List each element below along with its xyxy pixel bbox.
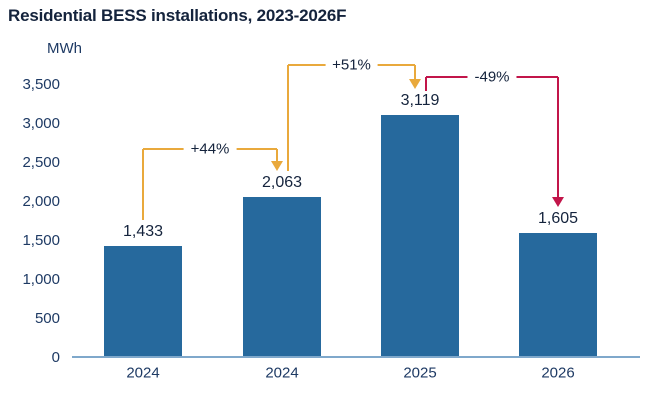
x-tick-label: 2025: [403, 364, 437, 382]
bar: [381, 114, 459, 356]
annotation-label: +51%: [325, 56, 378, 74]
annotation-origin-leg: [425, 77, 427, 91]
y-tick-label: 2,000: [22, 193, 60, 210]
bar: [519, 232, 597, 356]
annotation-origin-leg: [142, 149, 144, 221]
bar-value-label: 3,119: [400, 91, 440, 109]
bar-value-label: 1,433: [122, 223, 164, 241]
annotation-arrow-shaft: [276, 149, 278, 163]
arrow-down-icon: [552, 196, 564, 207]
y-tick-label: 3,000: [22, 115, 60, 132]
arrow-down-icon: [271, 161, 283, 172]
y-tick-label: 0: [51, 349, 60, 366]
bar: [104, 246, 182, 356]
x-tick-label: 2024: [265, 364, 299, 382]
annotation-label: -49%: [467, 68, 517, 86]
x-tick-label: 2024: [126, 364, 160, 382]
y-axis-unit-label: MWh: [47, 40, 82, 57]
annotation-label: +44%: [183, 140, 237, 158]
x-tick-label: 2026: [541, 364, 575, 382]
y-tick-label: 500: [34, 310, 60, 327]
page-title: Residential BESS installations, 2023-202…: [8, 6, 347, 25]
annotation-arrow-shaft: [557, 77, 559, 198]
bar-value-label: 2,063: [261, 174, 303, 192]
x-axis-line: [72, 356, 640, 358]
annotation-arrow-shaft: [414, 65, 416, 80]
bar-value-label: 1,605: [537, 209, 579, 227]
y-tick-label: 2,500: [22, 154, 60, 171]
y-tick-label: 1,000: [22, 271, 60, 288]
y-tick-label: 3,500: [22, 76, 60, 93]
annotation-origin-leg: [287, 65, 289, 172]
arrow-down-icon: [409, 78, 421, 89]
bar: [243, 197, 321, 356]
y-tick-label: 1,500: [22, 232, 60, 249]
